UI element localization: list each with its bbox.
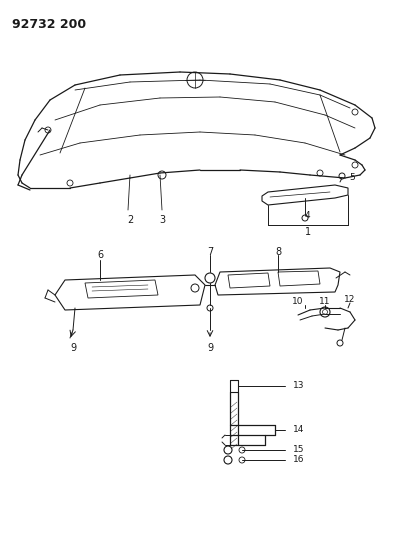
Ellipse shape	[224, 456, 232, 464]
Text: 7: 7	[207, 247, 213, 257]
Ellipse shape	[158, 171, 166, 179]
Ellipse shape	[205, 273, 215, 283]
Text: 5: 5	[349, 174, 355, 182]
Text: 1: 1	[305, 227, 311, 237]
Text: 6: 6	[97, 250, 103, 260]
Ellipse shape	[337, 340, 343, 346]
Text: 8: 8	[275, 247, 281, 257]
Ellipse shape	[322, 310, 328, 314]
Text: 92732 200: 92732 200	[12, 18, 86, 31]
Ellipse shape	[302, 215, 308, 221]
Text: 3: 3	[159, 215, 165, 225]
Ellipse shape	[320, 307, 330, 317]
Text: 9: 9	[207, 343, 213, 353]
Ellipse shape	[352, 109, 358, 115]
Text: 14: 14	[293, 425, 304, 434]
Ellipse shape	[224, 446, 232, 454]
Ellipse shape	[239, 447, 245, 453]
Text: 2: 2	[127, 215, 133, 225]
Ellipse shape	[67, 180, 73, 186]
Ellipse shape	[352, 162, 358, 168]
Ellipse shape	[45, 127, 51, 133]
Ellipse shape	[339, 173, 345, 179]
Text: 4: 4	[305, 211, 311, 220]
Text: 10: 10	[292, 297, 304, 306]
Text: 12: 12	[344, 295, 356, 304]
Text: 16: 16	[293, 456, 304, 464]
Text: 11: 11	[319, 297, 331, 306]
Ellipse shape	[191, 284, 199, 292]
Text: 15: 15	[293, 446, 304, 455]
Text: 13: 13	[293, 382, 304, 391]
Ellipse shape	[317, 170, 323, 176]
Ellipse shape	[239, 457, 245, 463]
Ellipse shape	[207, 305, 213, 311]
Text: 9: 9	[70, 343, 76, 353]
Ellipse shape	[187, 72, 203, 88]
